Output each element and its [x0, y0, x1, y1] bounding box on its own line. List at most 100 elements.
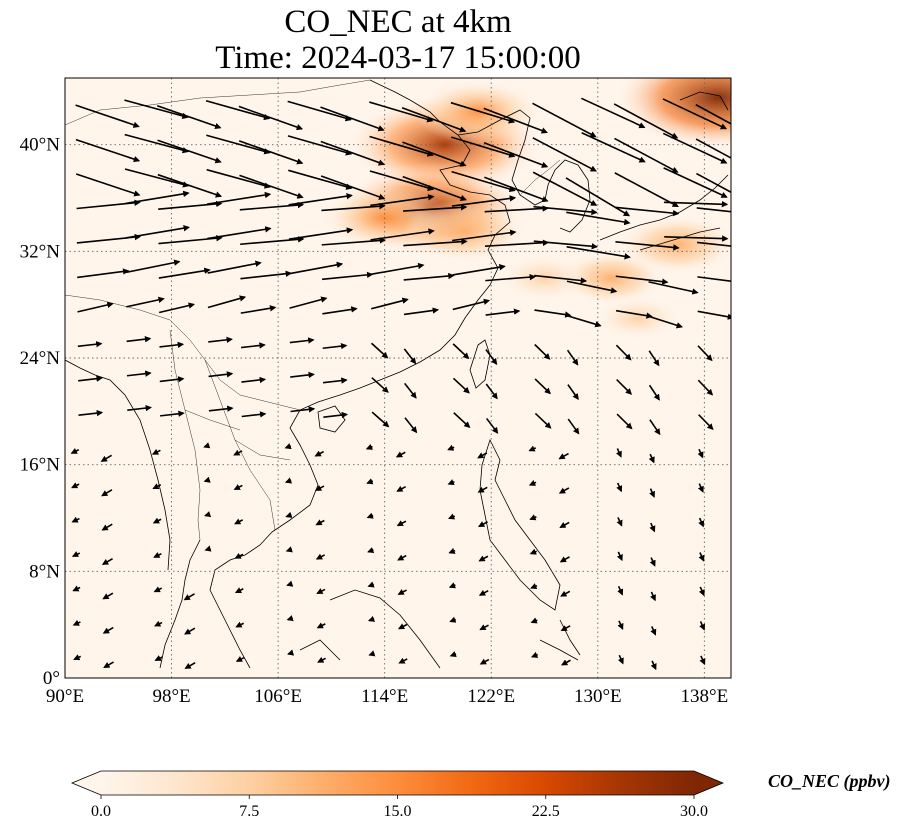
- colorbar-gradient: [101, 771, 694, 795]
- wind-arrow: [157, 173, 223, 198]
- wind-arrow: [615, 275, 669, 285]
- longitude-ticks: 90°E 98°E 106°E 114°E 122°E 130°E 138°E: [46, 686, 728, 707]
- wind-arrow: [695, 103, 731, 125]
- wind-arrow: [290, 406, 316, 413]
- wind-arrow: [157, 139, 222, 164]
- wind-arrow: [648, 453, 655, 464]
- wind-arrow: [208, 371, 234, 378]
- wind-arrow: [534, 309, 572, 318]
- wind-arrow: [617, 585, 624, 596]
- wind-arrow: [529, 514, 537, 521]
- wind-arrow: [483, 107, 548, 134]
- wind-arrow: [648, 384, 660, 401]
- wind-arrow: [649, 419, 661, 436]
- wind-arrow: [485, 308, 521, 316]
- lon-tick-label: 122°E: [467, 686, 515, 707]
- wind-arrow: [124, 99, 189, 119]
- wind-arrow: [127, 404, 152, 412]
- wind-arrow: [321, 203, 386, 212]
- co-plume: [497, 254, 592, 302]
- wind-arrow: [156, 105, 222, 130]
- wind-arrow: [452, 377, 470, 394]
- wind-arrow: [478, 555, 489, 562]
- wind-arrow: [233, 449, 243, 456]
- wind-arrow: [102, 592, 114, 600]
- wind-arrow: [371, 411, 390, 428]
- colorbar-tick-label: 15.0: [384, 803, 412, 820]
- wind-arrow: [102, 626, 114, 634]
- wind-arrow: [241, 376, 267, 384]
- wind-arrow: [125, 259, 181, 274]
- wind-arrow: [151, 448, 161, 455]
- wind-arrow: [567, 418, 580, 435]
- wind-arrow: [616, 482, 623, 493]
- wind-arrow: [650, 626, 657, 636]
- wind-arrow: [617, 654, 624, 665]
- wind-arrow: [450, 101, 516, 124]
- wind-arrow: [287, 100, 352, 122]
- wind-arrow: [184, 627, 196, 635]
- wind-arrow: [239, 201, 305, 211]
- wind-arrow: [207, 295, 247, 309]
- wind-arrow: [403, 204, 468, 212]
- wind-arrow: [650, 660, 657, 671]
- wind-arrow: [289, 337, 315, 344]
- wind-arrow: [485, 383, 498, 400]
- wind-arrow: [159, 376, 185, 383]
- wind-arrow: [370, 194, 435, 207]
- wind-arrow: [370, 228, 435, 241]
- coastline-bohai-liaodong: [457, 109, 546, 206]
- wind-arrow: [479, 658, 490, 665]
- lat-tick-label: 24°N: [20, 348, 61, 369]
- wind-arrow: [616, 551, 623, 562]
- wind-arrow: [696, 207, 731, 213]
- wind-arrow: [314, 450, 325, 457]
- wind-arrow: [397, 623, 408, 630]
- wind-arrow: [528, 445, 537, 452]
- wind-arrow: [530, 583, 538, 590]
- wind-arrow: [528, 479, 537, 486]
- wind-arrow: [124, 168, 190, 188]
- wind-arrow: [71, 551, 81, 557]
- colorbar-tick-label: 7.5: [239, 803, 259, 820]
- wind-arrow: [698, 586, 705, 597]
- wind-arrow: [70, 448, 80, 454]
- wind-arrow: [235, 621, 245, 628]
- wind-arrow: [648, 315, 683, 329]
- wind-arrow: [403, 307, 440, 316]
- wind-arrow: [371, 377, 389, 393]
- wind-arrow: [288, 227, 354, 241]
- wind-arrow: [483, 142, 549, 168]
- wind-arrow: [71, 516, 80, 523]
- wind-arrow: [322, 377, 348, 384]
- wind-arrow: [452, 298, 491, 311]
- wind-arrow: [581, 97, 646, 129]
- latitude-ticks: 0° 8°N 16°N 24°N 32°N 40°N: [20, 135, 61, 689]
- wind-arrow: [234, 552, 244, 559]
- wind-arrow: [321, 237, 387, 246]
- wind-arrow: [289, 261, 344, 275]
- wind-arrow: [73, 654, 82, 661]
- wind-arrow: [370, 262, 425, 276]
- wind-arrow: [317, 656, 326, 663]
- wind-arrow: [366, 512, 374, 519]
- coastline-hokkaido: [679, 91, 729, 111]
- wind-arrow: [287, 135, 353, 156]
- wind-arrow: [205, 100, 271, 121]
- wind-arrow: [395, 451, 406, 458]
- wind-arrow: [484, 239, 550, 247]
- wind-arrow: [567, 384, 579, 401]
- wind-arrow: [697, 448, 704, 459]
- wind-arrow: [396, 485, 407, 492]
- wind-arrow: [451, 195, 517, 207]
- wind-arrow: [663, 167, 728, 198]
- wind-arrow: [126, 370, 152, 377]
- wind-arrow: [234, 587, 244, 594]
- wind-arrow: [453, 412, 471, 429]
- wind-arrow: [532, 171, 598, 206]
- co-plume: [402, 200, 527, 263]
- wind-arrow: [158, 267, 211, 279]
- wind-arrow: [75, 173, 141, 197]
- wind-arrow: [402, 141, 467, 167]
- wind-arrow: [616, 379, 633, 395]
